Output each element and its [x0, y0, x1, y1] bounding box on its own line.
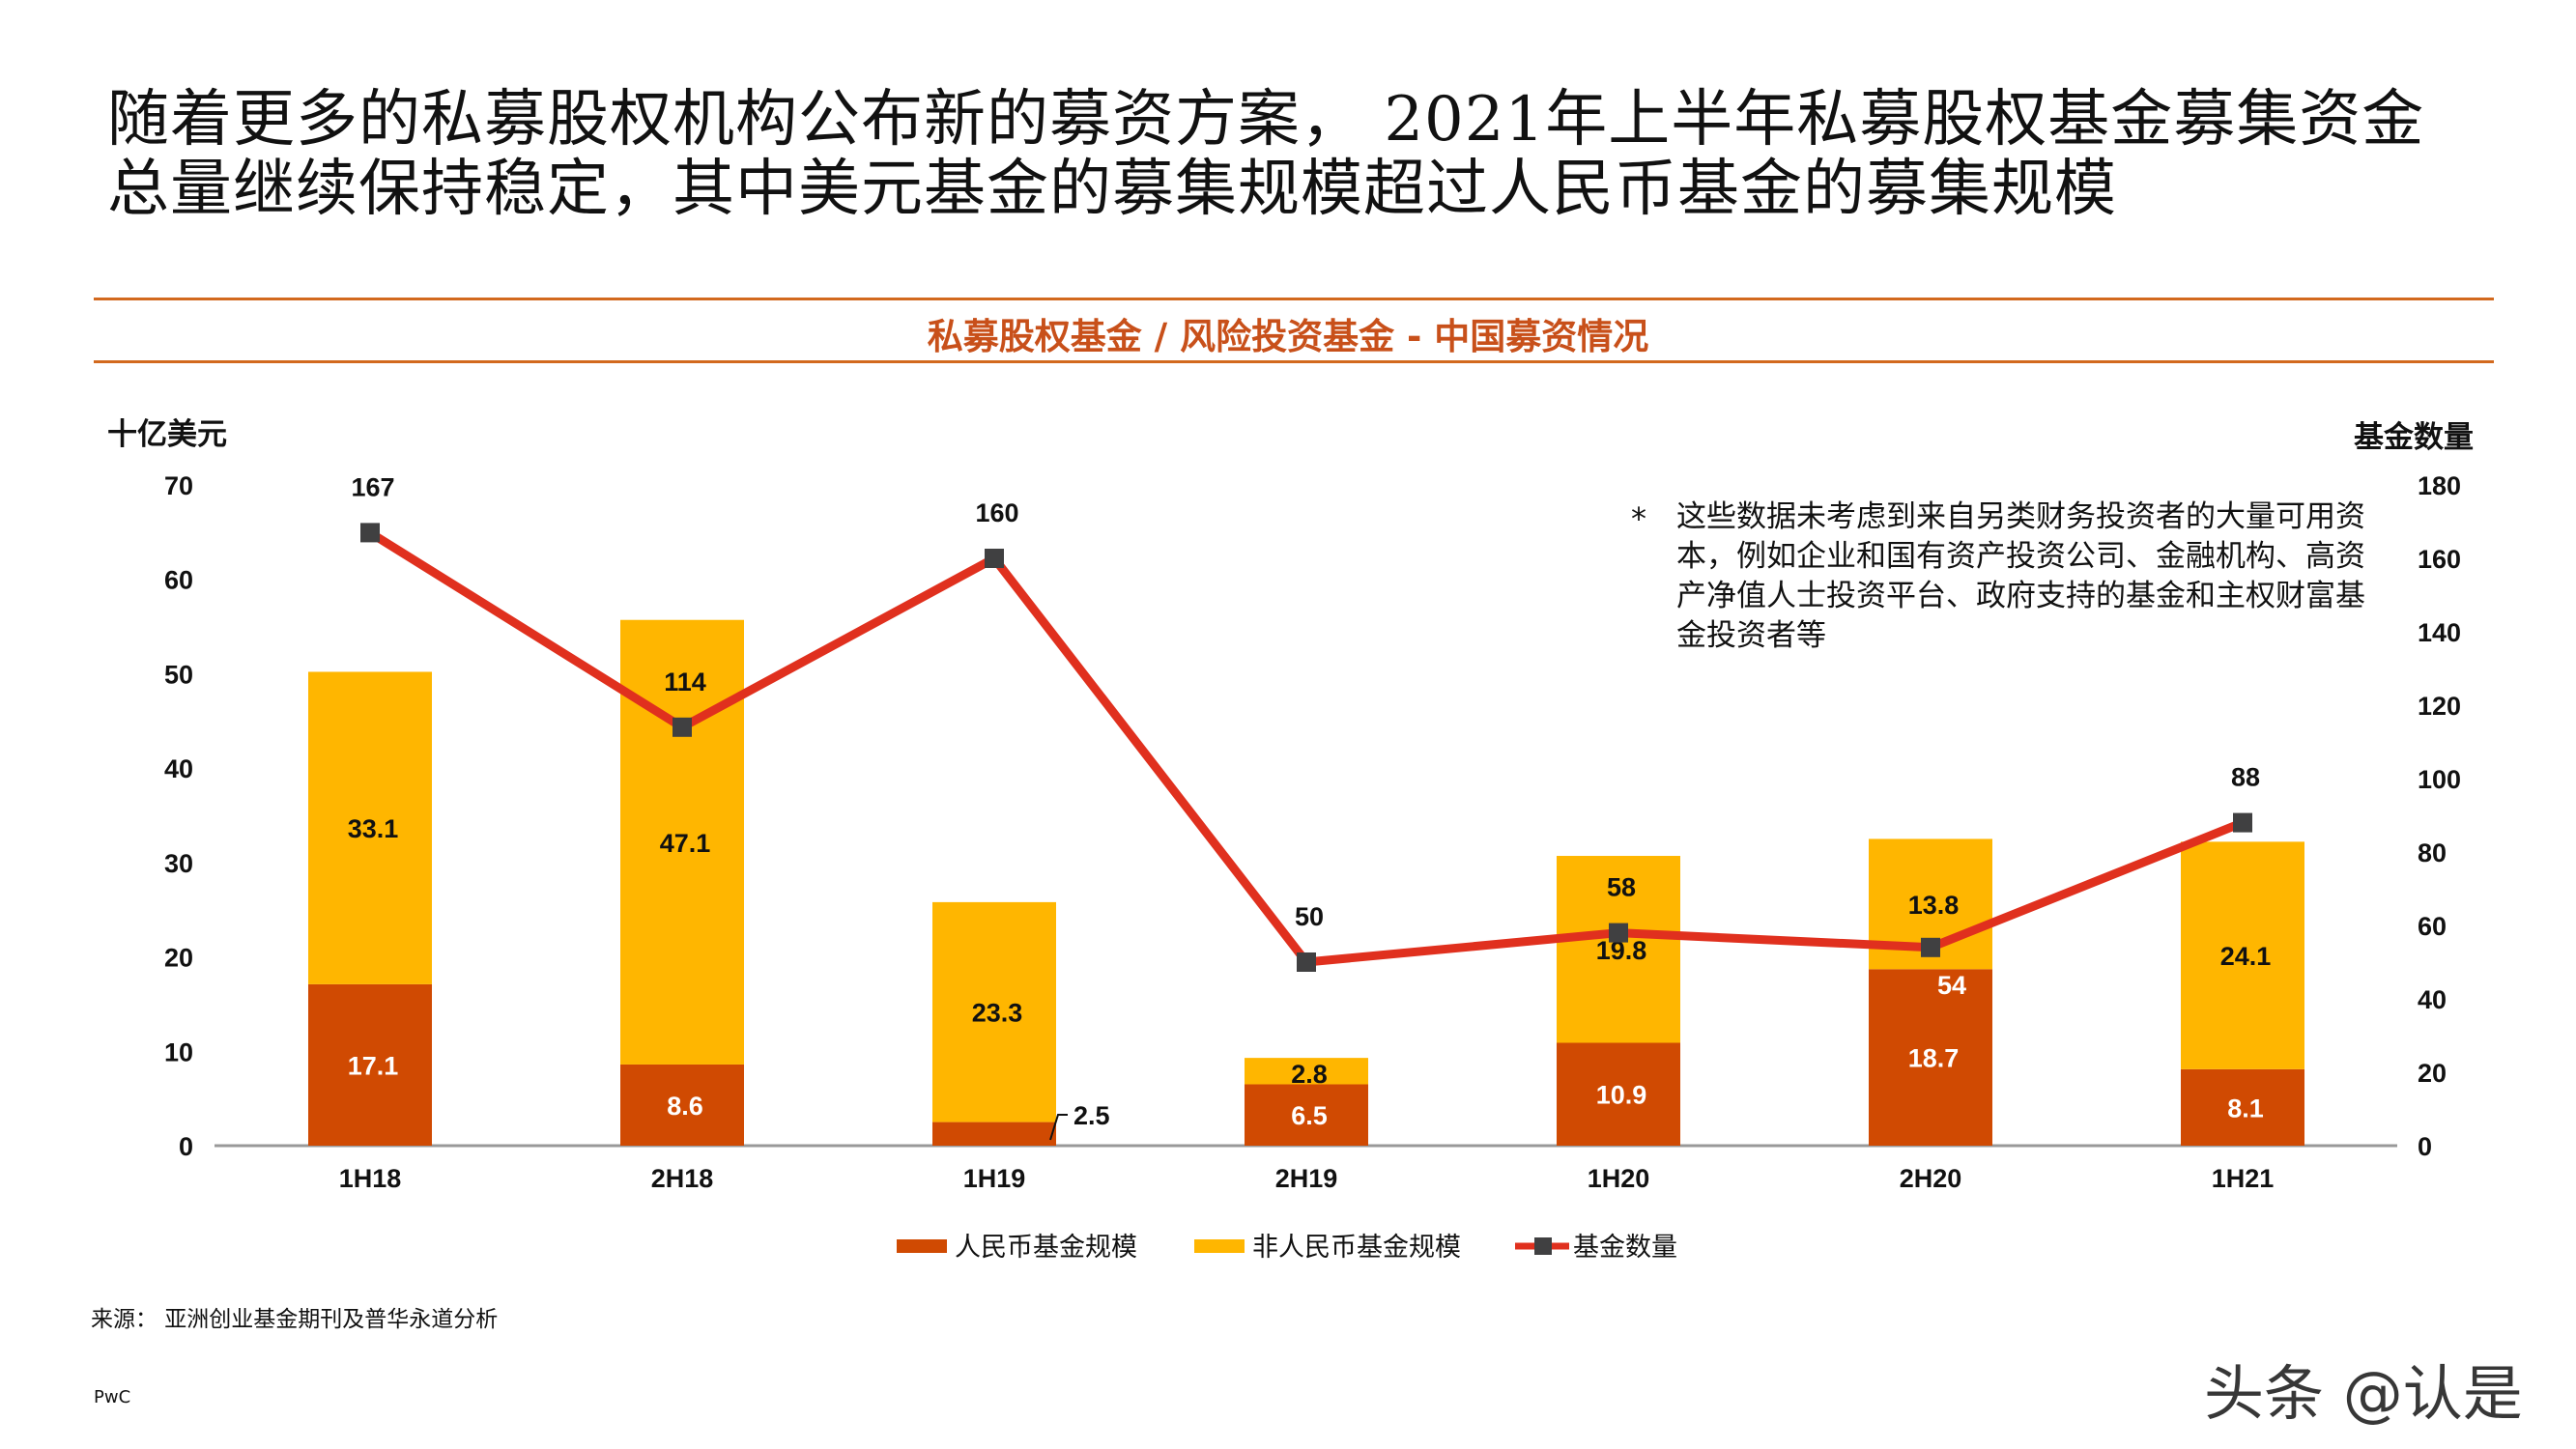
legend-label: 基金数量	[1573, 1233, 1677, 1262]
data-label-rmb: 17.1	[348, 1051, 399, 1080]
footnote: 这些数据未考虑到来自另类财务投资者的大量可用资本，例如企业和国有资产投资公司、金…	[1676, 499, 2365, 653]
bar-rmb	[620, 1064, 744, 1146]
fund-count-label: 114	[664, 668, 706, 696]
brand-label: PwC	[94, 1387, 131, 1407]
data-label-non-rmb: 13.8	[1908, 891, 1960, 920]
left-tick-label: 0	[179, 1132, 193, 1161]
headline-line-1: 随着更多的私募股权机构公布新的募资方案， 2021年上半年私募股权基金募集资金	[107, 84, 2425, 156]
right-tick-label: 140	[2418, 618, 2461, 647]
data-label-rmb: 2.5	[1073, 1101, 1110, 1130]
watermark: 头条 @认是	[2204, 1358, 2523, 1429]
legend-swatch-marker	[1534, 1237, 1552, 1255]
data-label-rmb: 18.7	[1908, 1044, 1960, 1073]
left-axis-title: 十亿美元	[107, 417, 227, 452]
fund-count-label: 88	[2231, 763, 2260, 792]
x-tick-label: 1H18	[339, 1164, 402, 1193]
bar-non-rmb	[1557, 856, 1680, 1043]
right-tick-label: 20	[2418, 1059, 2447, 1088]
right-tick-label: 60	[2418, 912, 2447, 941]
source-text: 来源： 亚洲创业基金期刊及普华永道分析	[91, 1307, 499, 1332]
fund-count-marker	[985, 549, 1004, 568]
x-tick-label: 1H21	[2212, 1164, 2275, 1193]
headline-line-2: 总量继续保持稳定，其中美元基金的募集规模超过人民币基金的募集规模	[107, 154, 2117, 225]
fund-count-label: 167	[351, 472, 394, 501]
fund-count-label: 160	[975, 498, 1018, 527]
note-marker: *	[1631, 500, 1646, 537]
bar-rmb	[1557, 1042, 1680, 1146]
left-tick-label: 50	[164, 660, 193, 689]
legend-label: 人民币基金规模	[955, 1233, 1137, 1262]
data-label-non-rmb: 33.1	[348, 814, 399, 843]
data-label-rmb: 8.6	[667, 1092, 703, 1121]
left-tick-label: 30	[164, 849, 193, 878]
legend-swatch	[897, 1239, 947, 1253]
data-label-rmb: 8.1	[2227, 1094, 2264, 1122]
right-tick-label: 0	[2418, 1132, 2432, 1161]
bar-non-rmb	[2181, 841, 2304, 1069]
data-label-non-rmb: 24.1	[2220, 942, 2272, 971]
left-tick-label: 20	[164, 944, 193, 973]
bar-non-rmb	[1245, 1058, 1368, 1085]
bar-rmb	[932, 1122, 1056, 1146]
right-tick-label: 100	[2418, 765, 2461, 794]
data-label-non-rmb: 47.1	[660, 829, 711, 858]
fund-count-label: 50	[1295, 902, 1324, 931]
fund-count-marker	[1297, 952, 1316, 972]
right-tick-label: 80	[2418, 838, 2447, 867]
right-tick-label: 160	[2418, 545, 2461, 574]
data-label-non-rmb: 23.3	[972, 999, 1023, 1028]
data-label-rmb: 10.9	[1596, 1081, 1647, 1110]
fund-count-label: 54	[1937, 971, 1966, 1000]
bar-rmb	[2181, 1068, 2304, 1146]
chart-title: 私募股权基金 / 风险投资基金 - 中国募资情况	[927, 316, 1649, 357]
x-tick-label: 2H19	[1275, 1164, 1338, 1193]
x-tick-label: 2H18	[651, 1164, 714, 1193]
fund-count-marker	[360, 523, 380, 543]
bar-non-rmb	[308, 671, 432, 984]
left-tick-label: 10	[164, 1037, 193, 1066]
data-label-rmb: 6.5	[1291, 1101, 1328, 1130]
bar-rmb	[1869, 969, 1992, 1146]
bar-rmb	[308, 983, 432, 1146]
headline: 随着更多的私募股权机构公布新的募资方案， 2021年上半年私募股权基金募集资金 …	[107, 85, 2424, 224]
right-tick-label: 180	[2418, 471, 2461, 500]
fund-count-label: 58	[1607, 873, 1636, 902]
left-tick-label: 40	[164, 754, 193, 783]
x-tick-label: 1H20	[1588, 1164, 1650, 1193]
fund-count-marker	[2233, 812, 2252, 833]
legend-label: 非人民币基金规模	[1252, 1233, 1461, 1262]
data-label-non-rmb: 2.8	[1291, 1060, 1328, 1089]
left-tick-label: 60	[164, 566, 193, 595]
leader-line	[1049, 1114, 1068, 1141]
fund-count-marker	[1609, 923, 1628, 943]
bar-non-rmb	[620, 619, 744, 1065]
legend-swatch	[1194, 1239, 1245, 1253]
left-tick-label: 70	[164, 471, 193, 500]
right-tick-label: 120	[2418, 692, 2461, 721]
bar-non-rmb	[932, 901, 1056, 1122]
right-axis-title: 基金数量	[2354, 420, 2474, 455]
bottom-divider	[94, 360, 2494, 363]
x-tick-label: 1H19	[963, 1164, 1026, 1193]
bar-rmb	[1245, 1084, 1368, 1146]
fund-count-marker	[1921, 937, 1940, 957]
x-tick-label: 2H20	[1900, 1164, 1962, 1193]
fund-count-marker	[673, 717, 692, 737]
top-divider	[94, 298, 2494, 300]
right-tick-label: 40	[2418, 985, 2447, 1014]
